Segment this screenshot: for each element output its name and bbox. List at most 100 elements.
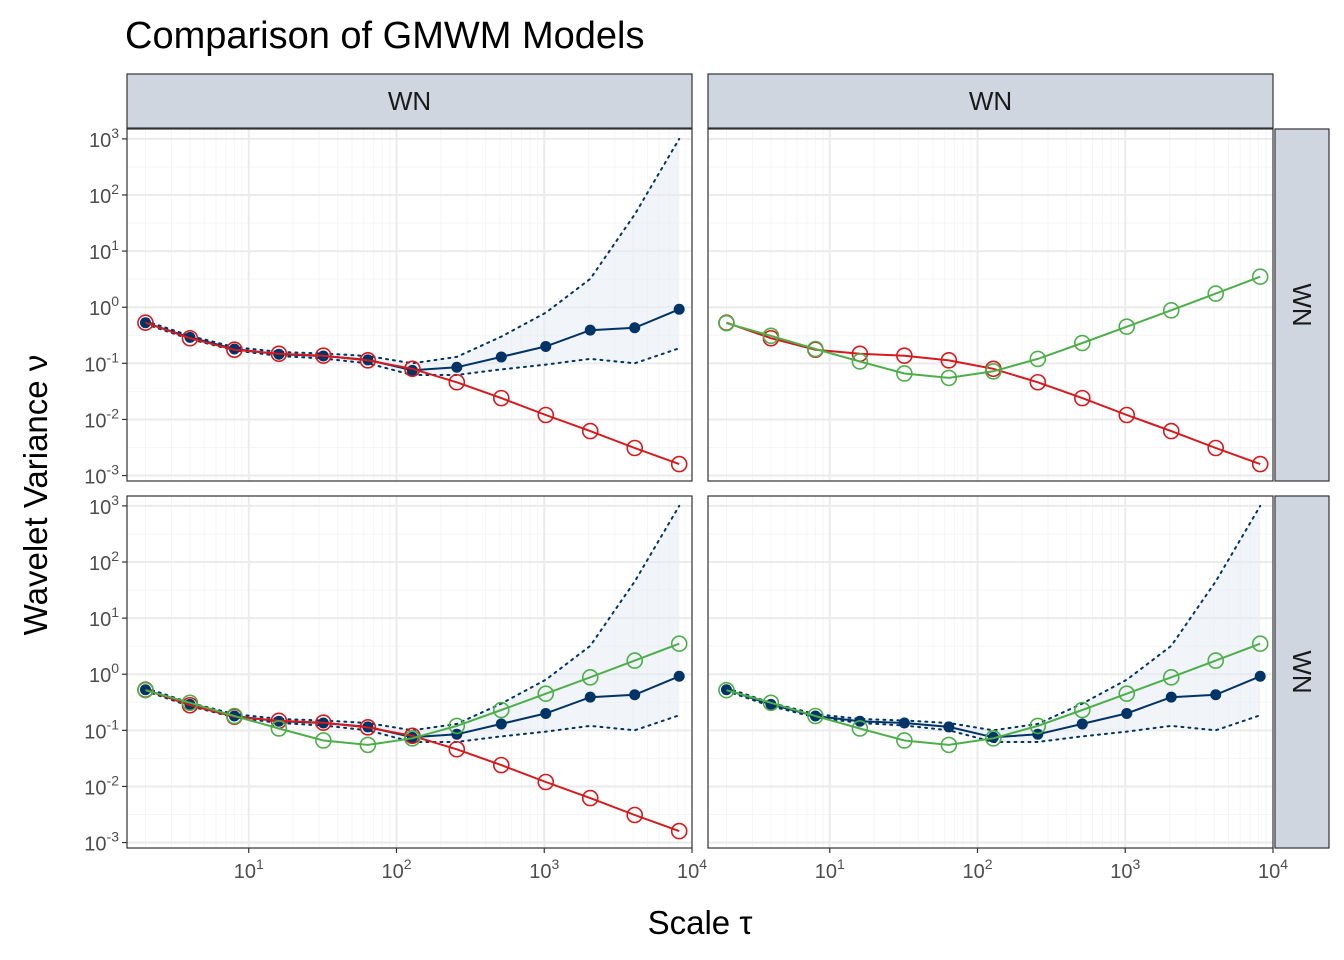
empirical-point [1121,707,1133,719]
empirical-point [540,340,552,352]
empirical-point [673,303,685,315]
model-green-point [1251,268,1269,285]
model-green-point [448,717,466,735]
model-red-point [537,406,555,424]
empirical-point [495,351,507,363]
model-red-point [1251,455,1269,473]
ci-band [145,505,680,742]
model-red-point [896,347,913,364]
empirical-point [1210,689,1222,701]
row-strip [1274,128,1330,482]
empirical-point [1165,691,1177,703]
y-tick-label: 10-1 [84,349,119,376]
model-red-point [626,439,644,457]
model-red-point [1029,373,1047,391]
model-red-point [1207,439,1225,457]
y-tick-label: 103 [89,492,119,519]
panel-border [126,128,693,482]
empirical-point [540,707,552,719]
ci-band [145,138,680,375]
y-tick-label: 10-1 [84,716,119,743]
y-tick-label: 103 [89,125,119,152]
model-red-point [670,822,688,840]
x-tick-label: 104 [677,856,707,883]
y-tick-label: 101 [89,604,119,631]
model-green-point [851,353,869,370]
model-green-point [626,652,644,669]
empirical-point [495,718,507,730]
empirical-point [673,670,685,682]
model-green-line [145,642,680,746]
model-red-point [1162,422,1180,440]
chart-title: Comparison of GMWM Models [125,15,644,57]
model-green-point [807,707,824,725]
empirical-point [584,324,596,336]
model-green-point [1118,318,1136,335]
empirical-point [1254,670,1266,682]
model-green-point [1118,685,1136,702]
empirical-point [898,717,910,729]
model-red-point [315,714,332,731]
empirical-point [584,691,596,703]
model-red-point [1073,389,1091,407]
model-red-point [181,329,199,347]
model-red-point [359,352,377,369]
empirical-point [451,728,463,740]
row-strip [1274,495,1330,849]
model-green-point [807,340,824,358]
model-green-point [226,707,243,725]
y-tick-label: 10-2 [84,405,119,432]
model-green-point [1029,350,1047,368]
model-green-point [492,701,510,719]
model-green-point [270,720,288,737]
model-green-point [1162,302,1180,319]
column-strip-label: WN [969,86,1012,116]
empirical-point [629,689,641,701]
model-green-point [359,736,377,754]
model-red-point [670,455,688,473]
model-green-point [181,694,199,712]
x-tick-label: 102 [962,856,992,883]
plot-area [718,504,1269,754]
empirical-point [629,322,641,334]
plot-area [718,268,1269,473]
x-axis-title: Scale τ [648,904,753,941]
model-red-point [448,740,466,758]
model-green-line [726,275,1261,379]
panel-border [707,128,1274,482]
model-green-point [896,365,913,382]
ci-band [726,505,1261,742]
model-green-point [315,732,332,749]
model-green-point [1207,285,1225,302]
model-green-line [726,642,1261,746]
facet-panels: WN WN WN WN 10-3 10-2 10-1 100 101 102 103 10-3 10-2… [84,73,1330,883]
y-tick-label: 100 [89,293,119,320]
model-green-point [1207,652,1225,669]
model-red-line [145,321,680,466]
y-tick-label: 10-3 [84,829,119,856]
row-strip-label: WN [1287,650,1317,693]
facet-panel-4: 101 102 103 104 [707,495,1288,883]
model-green-point [137,681,154,699]
model-red-point [940,352,958,369]
model-green-point [985,730,1002,747]
x-tick-label: 101 [815,856,845,883]
model-green-point [1073,334,1091,352]
model-green-point [1029,717,1047,735]
column-strip-label: WN [388,86,431,116]
model-green-point [851,720,869,737]
model-green-point [718,314,735,332]
model-green-point [1162,669,1180,686]
model-green-point [1073,701,1091,719]
x-tick-label: 103 [1110,856,1140,883]
empirical-point [720,684,732,696]
y-tick-label: 10-3 [84,462,119,489]
model-green-point [940,369,958,387]
gridlines [708,129,1273,481]
empirical-point [451,361,463,373]
model-red-point [448,373,466,391]
model-red-point [315,347,332,364]
plot-area [137,504,688,840]
model-green-point [985,363,1002,380]
